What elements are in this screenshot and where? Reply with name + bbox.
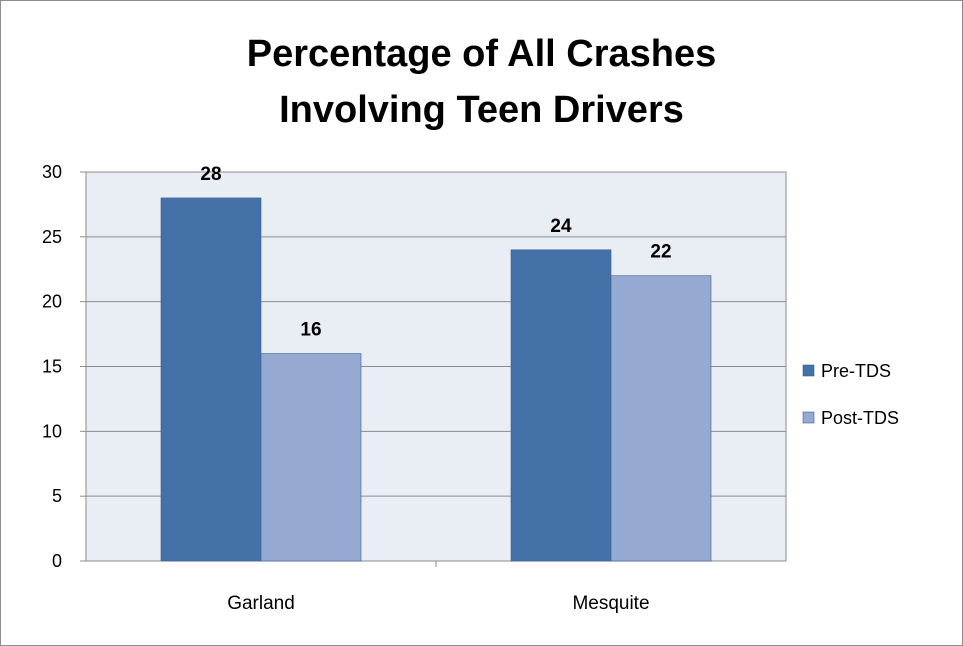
chart-title-line-2: Involving Teen Drivers — [279, 89, 684, 131]
x-category-label: Mesquite — [572, 593, 649, 614]
y-tick-label: 0 — [52, 551, 62, 571]
data-label: 28 — [200, 164, 221, 185]
legend-swatch-pre-tds — [802, 364, 815, 377]
data-label: 24 — [550, 216, 572, 237]
y-tick-label: 15 — [42, 357, 62, 377]
chart-title-line-1: Percentage of All Crashes — [246, 33, 717, 75]
y-tick-label: 30 — [42, 162, 62, 182]
chart-title: Percentage of All Crashes Involving Teen… — [0, 26, 963, 138]
y-tick-label: 20 — [42, 292, 62, 312]
legend-label: Post-TDS — [821, 408, 899, 428]
y-tick-label: 10 — [42, 421, 62, 441]
data-label: 16 — [300, 320, 321, 341]
y-tick-label: 5 — [52, 486, 62, 506]
bar-pre-tds-garland — [160, 197, 262, 562]
data-label: 22 — [650, 242, 671, 263]
legend-label: Pre-TDS — [821, 361, 891, 381]
legend-swatch-post-tds — [802, 411, 815, 424]
bar-post-tds-garland — [260, 353, 362, 562]
bar-pre-tds-mesquite — [510, 249, 612, 562]
y-tick-label: 25 — [42, 227, 62, 247]
bar-post-tds-mesquite — [610, 275, 712, 562]
x-category-label: Garland — [227, 593, 295, 614]
